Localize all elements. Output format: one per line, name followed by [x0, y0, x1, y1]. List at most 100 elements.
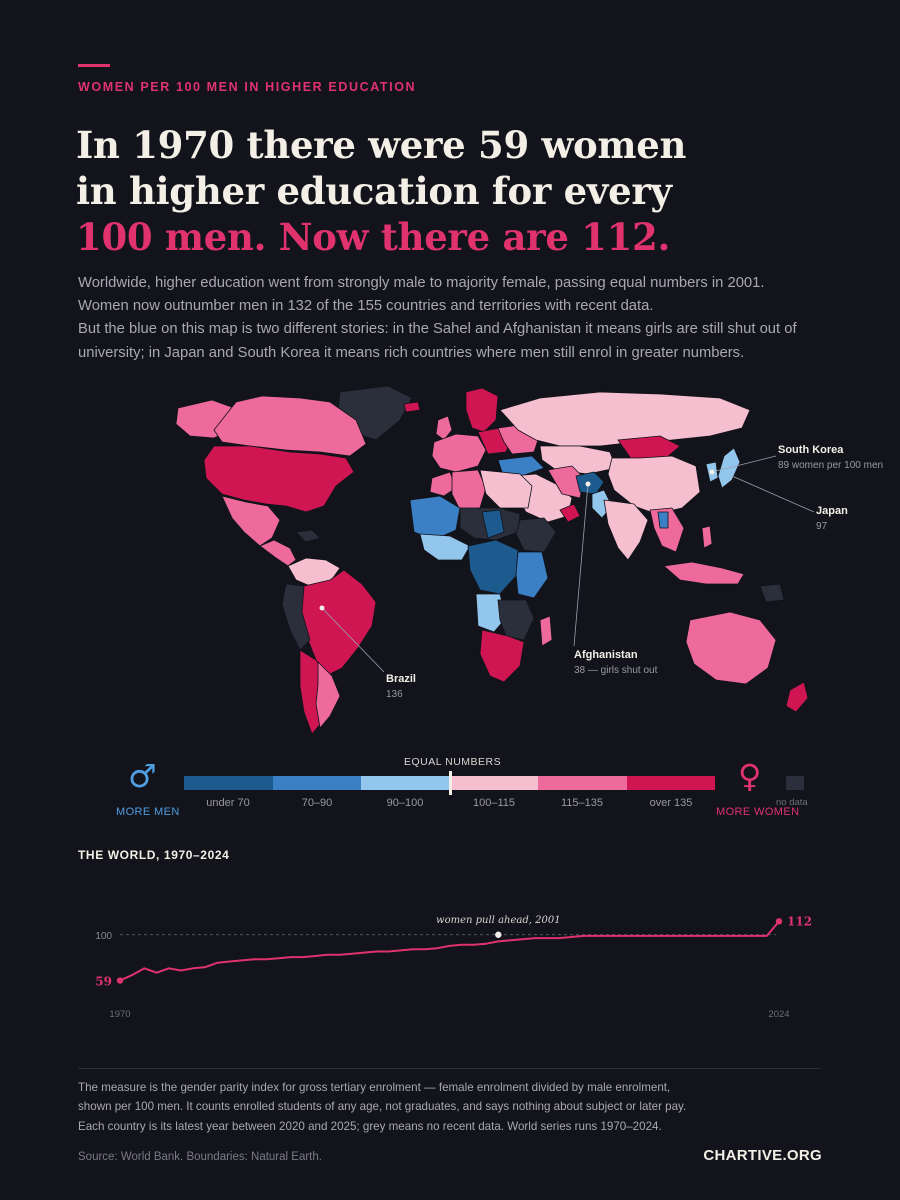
x-tick-2024: 2024 [768, 1009, 789, 1020]
callout-brazil-name: Brazil [386, 673, 416, 685]
x-tick-1970: 1970 [109, 1009, 130, 1020]
region-usa [203, 445, 355, 513]
series-point-1978 [217, 962, 219, 964]
callout-japan-name: Japan [816, 505, 848, 517]
series-point-1972 [143, 967, 145, 969]
series-point-1977 [204, 966, 206, 968]
series-point-2012 [632, 935, 634, 937]
region-sahel-west [409, 495, 461, 541]
series-point-1975 [180, 970, 182, 972]
series-point-2014 [656, 935, 658, 937]
region-scandinavia [465, 387, 499, 433]
region-gulf [559, 503, 581, 523]
series-point-1979 [229, 961, 231, 963]
methodology-line-3: Each country is its latest year between … [78, 1119, 662, 1133]
series-point-1985 [302, 956, 304, 958]
world-choropleth-map: South Korea 89 women per 100 men Japan 9… [175, 385, 883, 735]
series-point-2001 [497, 940, 499, 942]
series-point-2016 [680, 935, 682, 937]
region-new-zealand [785, 681, 809, 713]
series-point-2007 [571, 936, 573, 938]
region-central-america [259, 539, 297, 567]
series-point-1976 [192, 967, 194, 969]
region-turkey [497, 455, 545, 477]
legend-swatch-over-135 [626, 776, 715, 790]
callout-afghanistan-value: 38 — girls shut out [574, 665, 658, 676]
series-point-2019 [717, 935, 719, 937]
region-ethiopia [515, 517, 557, 553]
callout-south-korea-value: 89 women per 100 men [778, 460, 883, 471]
legend-label-100-115: 100–115 [472, 797, 515, 809]
world-chart-title: THE WORLD, 1970–2024 [78, 848, 230, 862]
series-point-2021 [741, 935, 743, 937]
legend-swatch-100-115 [449, 776, 538, 790]
y-tick-100: 100 [95, 931, 112, 942]
series-point-1973 [156, 972, 158, 974]
region-south-africa [479, 629, 525, 683]
legend-label-over-135: over 135 [649, 797, 693, 809]
series-point-1998 [461, 944, 463, 946]
series-point-1994 [412, 948, 414, 950]
region-east-africa [515, 551, 549, 599]
legend-more-men: MORE MEN [116, 806, 180, 818]
methodology-line-1: The measure is the gender parity index f… [78, 1081, 671, 1094]
region-laos [657, 511, 669, 529]
series-point-1990 [363, 952, 365, 954]
legend-color-bar [184, 776, 715, 790]
series-point-1996 [436, 947, 438, 949]
intro-paragraph-2: Women now outnumber men in 132 of the 15… [78, 298, 654, 315]
legend-swatch-70-90 [272, 776, 361, 790]
callout-south-korea-name: South Korea [778, 444, 844, 456]
kicker-rule [78, 64, 110, 67]
headline-line-2: in higher education for every [76, 169, 672, 213]
series-point-2008 [583, 935, 585, 937]
series-point-1983 [278, 957, 280, 959]
intro-paragraph-3: But the blue on this map is two differen… [78, 321, 797, 361]
region-argentina [315, 661, 341, 729]
male-symbol-icon: ♂ [128, 757, 157, 795]
region-mongolia [617, 435, 681, 461]
region-southern-africa [497, 599, 535, 641]
series-point-2013 [644, 935, 646, 937]
region-mexico [221, 495, 281, 547]
series-point-1997 [449, 945, 451, 947]
world-line-chart: 100 59 112 women pull ahead, 2001 1970 2… [95, 914, 812, 1020]
region-peru-bolivia [281, 583, 311, 651]
region-png [759, 583, 785, 603]
series-point-1980 [241, 959, 243, 961]
callout-japan-value: 97 [816, 521, 828, 532]
parity-crossing-point [495, 931, 502, 938]
region-canada [213, 395, 367, 457]
legend-label-under-70: under 70 [206, 797, 250, 809]
callout-afghanistan-name: Afghanistan [574, 649, 638, 661]
region-australia [685, 611, 777, 685]
series-point-2006 [558, 937, 560, 939]
callout-japan: Japan 97 [731, 475, 848, 532]
series-point-1993 [400, 949, 402, 951]
series-point-2017 [693, 935, 695, 937]
methodology-line-2: shown per 100 men. It counts enrolled st… [78, 1100, 687, 1114]
region-kazakhstan [539, 445, 617, 475]
headline-line-1: In 1970 there were 59 women [76, 123, 687, 167]
region-madagascar [539, 615, 553, 647]
series-point-1987 [327, 954, 329, 956]
callout-afghanistan: Afghanistan 38 — girls shut out [573, 481, 658, 676]
region-philippines [701, 525, 713, 549]
legend-swatch-90-100 [361, 776, 450, 790]
start-value-label: 59 [95, 975, 112, 989]
series-point-1999 [473, 944, 475, 946]
series-point-2010 [607, 935, 609, 937]
series-point-2020 [729, 935, 731, 937]
series-points [119, 920, 780, 981]
series-point-1982 [265, 958, 267, 960]
region-uk [435, 415, 453, 441]
series-point-2000 [485, 943, 487, 945]
start-point [116, 977, 124, 984]
legend-more-women: MORE WOMEN [716, 806, 800, 818]
region-morocco [429, 471, 457, 497]
series-point-1995 [424, 948, 426, 950]
legend-equal-label: EQUAL NUMBERS [404, 756, 502, 768]
series-point-1986 [314, 955, 316, 957]
region-libya-egypt [479, 469, 533, 509]
region-western-europe [431, 433, 487, 473]
